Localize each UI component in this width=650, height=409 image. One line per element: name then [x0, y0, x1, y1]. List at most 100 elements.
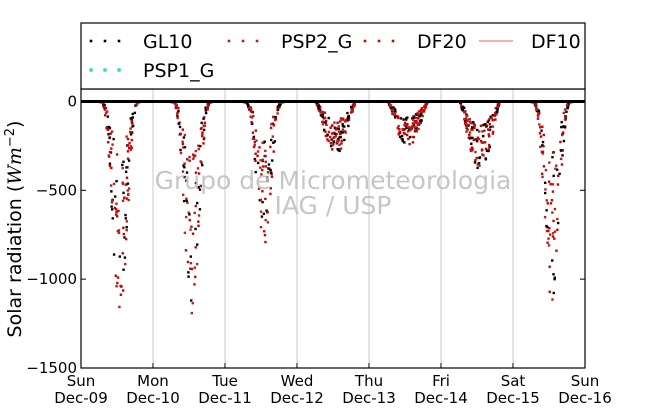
data-point — [127, 187, 131, 190]
data-point — [197, 214, 201, 217]
data-point — [122, 268, 125, 271]
data-point — [351, 109, 354, 112]
data-point — [125, 166, 128, 169]
data-point — [496, 110, 499, 114]
data-point — [411, 141, 415, 144]
data-point — [339, 117, 343, 120]
data-point — [131, 116, 134, 119]
data-point — [341, 124, 345, 128]
data-point — [116, 281, 119, 285]
data-point — [121, 181, 124, 184]
data-point — [204, 106, 207, 109]
data-point — [117, 231, 121, 235]
data-point — [121, 163, 124, 167]
y-tick-label: −1000 — [26, 270, 77, 288]
data-point — [462, 106, 466, 109]
data-point — [556, 228, 559, 232]
data-point — [315, 101, 318, 105]
data-point — [491, 132, 495, 135]
data-point — [387, 102, 391, 105]
data-point — [418, 110, 421, 113]
data-point — [122, 226, 125, 230]
data-point — [125, 229, 128, 232]
data-point — [550, 199, 554, 202]
data-point — [116, 215, 119, 218]
data-point — [478, 164, 481, 167]
data-point — [487, 147, 491, 151]
data-point — [547, 237, 550, 240]
data-point — [420, 107, 424, 110]
data-point — [199, 184, 203, 188]
data-point — [473, 123, 476, 127]
data-point — [107, 125, 111, 129]
data-point — [470, 126, 474, 129]
data-point — [183, 146, 187, 149]
data-point — [106, 128, 110, 131]
data-point — [104, 106, 108, 110]
data-point — [566, 106, 569, 109]
data-point — [481, 130, 484, 133]
data-point — [126, 150, 130, 153]
data-point — [321, 113, 325, 116]
data-point — [126, 189, 129, 192]
data-point — [543, 215, 547, 219]
data-point — [108, 164, 112, 167]
data-point — [541, 175, 544, 179]
data-point — [418, 121, 421, 125]
data-point — [558, 172, 561, 176]
data-point — [204, 111, 208, 115]
data-point — [199, 144, 202, 148]
data-point — [129, 148, 132, 151]
data-point — [419, 108, 423, 112]
data-point — [271, 159, 274, 162]
data-point — [491, 130, 495, 134]
data-point — [177, 107, 180, 110]
data-point — [124, 170, 128, 174]
data-point — [270, 172, 273, 176]
data-point — [324, 119, 328, 123]
data-point — [124, 213, 127, 217]
data-point — [256, 150, 260, 153]
data-point — [543, 191, 547, 195]
data-point — [110, 130, 114, 133]
data-point — [189, 228, 192, 231]
data-point — [121, 289, 125, 292]
data-point — [322, 128, 326, 132]
data-point — [496, 106, 499, 110]
data-point — [414, 129, 418, 132]
data-point — [129, 145, 133, 148]
data-point — [470, 142, 473, 145]
data-point — [553, 276, 556, 279]
data-point — [264, 160, 267, 164]
data-point — [538, 123, 541, 126]
data-point — [123, 196, 126, 199]
x-tick-label-weekday: Tue — [211, 372, 238, 390]
data-point — [548, 233, 552, 236]
data-point — [269, 138, 273, 142]
legend-marker — [117, 39, 121, 43]
data-point — [263, 140, 266, 143]
y-axis-label-text: Solar radiation (Wm−2) — [3, 121, 26, 338]
data-point — [121, 199, 125, 203]
data-point — [126, 137, 130, 141]
data-point — [111, 143, 114, 146]
data-point — [480, 148, 484, 151]
data-point — [249, 106, 252, 109]
data-point — [182, 146, 185, 149]
data-point — [470, 128, 473, 131]
data-point — [125, 220, 129, 223]
data-point — [263, 233, 267, 237]
data-point — [174, 103, 178, 107]
data-point — [538, 111, 541, 115]
data-point — [553, 230, 557, 233]
data-point — [124, 262, 127, 266]
legend-marker — [89, 68, 93, 72]
data-point — [329, 141, 333, 145]
x-tick-label-date: Dec-11 — [198, 389, 252, 407]
data-point — [249, 115, 252, 118]
data-point — [200, 161, 203, 164]
data-point — [469, 120, 472, 124]
data-point — [397, 124, 400, 128]
data-point — [262, 230, 266, 233]
data-point — [560, 133, 564, 137]
